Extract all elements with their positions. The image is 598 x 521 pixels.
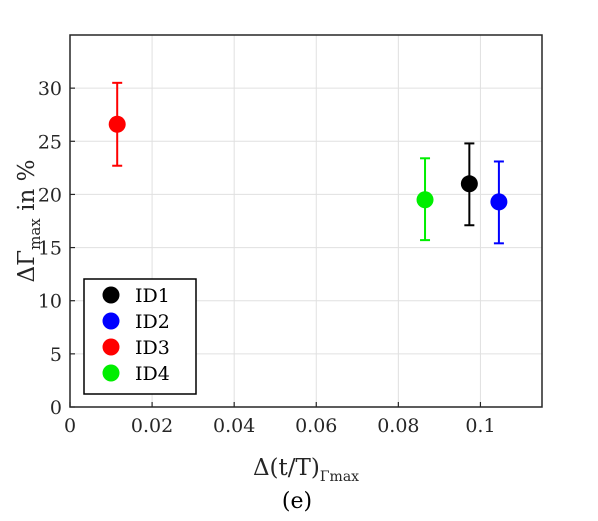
x-axis-label-sub: Γmax bbox=[320, 469, 359, 485]
y-tick-label: 5 bbox=[50, 344, 62, 366]
y-tick-label: 15 bbox=[38, 238, 62, 260]
y-tick-label: 25 bbox=[38, 131, 62, 153]
legend-label-id4: ID4 bbox=[135, 363, 170, 385]
x-axis: 0 0.02 0.04 0.06 0.08 0.1 bbox=[64, 402, 496, 437]
x-tick-label: 0 bbox=[64, 415, 76, 437]
x-tick-label: 0.1 bbox=[465, 415, 495, 437]
legend-label-id2: ID2 bbox=[135, 311, 170, 333]
grid bbox=[69, 35, 542, 408]
legend-marker-id1 bbox=[102, 286, 120, 304]
y-tick-label: 20 bbox=[38, 184, 62, 206]
figure-caption: (e) bbox=[282, 489, 312, 514]
legend-label-id3: ID3 bbox=[135, 337, 170, 359]
y-axis: 0 5 10 15 20 25 30 bbox=[38, 78, 75, 419]
y-axis-label-suffix: in % bbox=[14, 160, 40, 219]
x-tick-label: 0.08 bbox=[377, 415, 419, 437]
point-id3 bbox=[108, 115, 126, 133]
legend-marker-id3 bbox=[102, 338, 120, 356]
point-id4 bbox=[416, 191, 434, 209]
y-axis-label-main: ΔΓ bbox=[14, 250, 40, 283]
y-tick-label: 0 bbox=[50, 397, 62, 419]
x-tick-label: 0.06 bbox=[295, 415, 337, 437]
plot-area-frame bbox=[69, 34, 543, 408]
legend-marker-id4 bbox=[102, 364, 120, 382]
x-tick-label: 0.02 bbox=[131, 415, 173, 437]
error-bars bbox=[112, 81, 504, 245]
point-id1 bbox=[460, 175, 478, 193]
y-tick-label: 30 bbox=[38, 78, 62, 100]
legend-marker-id2 bbox=[102, 312, 120, 330]
x-axis-label: Δ(t/T)Γmax bbox=[253, 455, 359, 485]
data-points bbox=[108, 115, 508, 211]
y-tick-label: 10 bbox=[38, 291, 62, 313]
legend: ID1 ID2 ID3 ID4 bbox=[83, 278, 197, 395]
legend-box bbox=[83, 278, 197, 395]
legend-label-id1: ID1 bbox=[135, 285, 170, 307]
y-axis-label-sub: max bbox=[26, 218, 44, 250]
x-axis-label-main: Δ(t/T) bbox=[253, 455, 320, 481]
point-id2 bbox=[490, 193, 508, 211]
y-axis-label: ΔΓmax in % bbox=[14, 160, 44, 283]
x-tick-label: 0.04 bbox=[213, 415, 255, 437]
